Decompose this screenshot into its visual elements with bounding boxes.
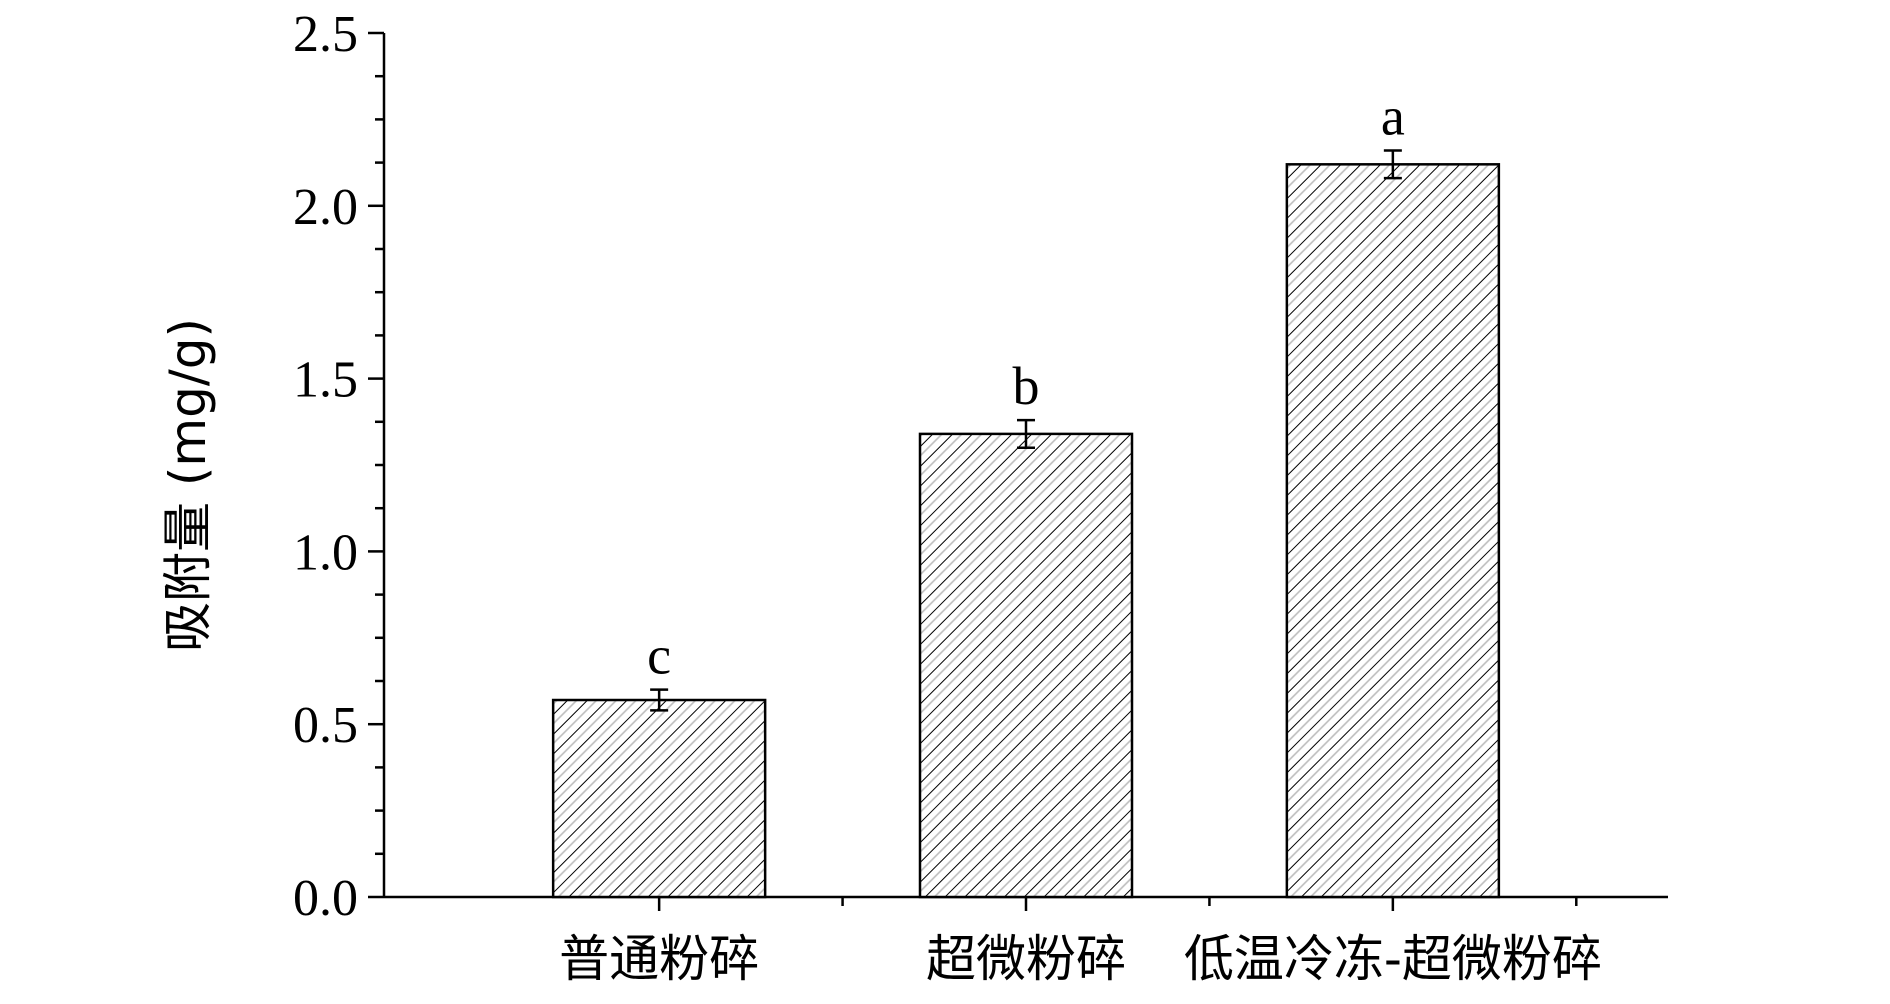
significance-label: b — [1013, 356, 1040, 416]
bar — [1285, 163, 1501, 899]
x-tick-label: 低温冷冻-超微粉碎 — [1184, 930, 1602, 988]
y-tick-label: 0.0 — [293, 870, 358, 927]
y-tick-label: 2.0 — [293, 179, 358, 236]
y-tick-label: 2.5 — [293, 6, 358, 63]
y-tick-label: 0.5 — [293, 697, 358, 754]
y-axis-label: 吸附量 (mg/g) — [159, 318, 217, 652]
x-tick-label: 超微粉碎 — [926, 930, 1126, 988]
bar — [918, 432, 1134, 899]
bar — [551, 698, 767, 899]
significance-label: c — [647, 626, 671, 686]
y-tick-label: 1.0 — [293, 524, 358, 581]
bars-group: c 普通粉碎 b 超微粉碎 a 低温冷冻-超微粉碎 — [551, 87, 1602, 988]
y-tick-label: 1.5 — [293, 352, 358, 409]
axes: 0.0 0.5 1.0 1.5 2.0 2.5 — [293, 6, 1668, 927]
x-tick-label: 普通粉碎 — [559, 930, 759, 988]
significance-label: a — [1381, 87, 1405, 147]
